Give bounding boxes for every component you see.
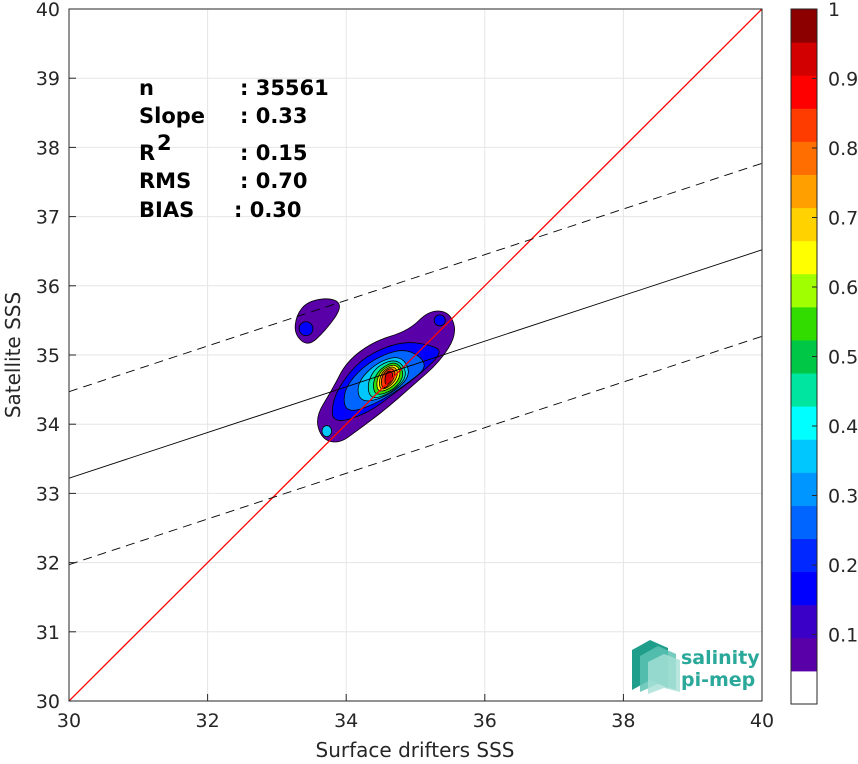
colorbar-segment (791, 9, 817, 43)
y-tick-label: 31 (36, 622, 60, 644)
y-tick-label: 38 (36, 137, 60, 159)
y-tick-label: 35 (36, 345, 60, 367)
stat-value: : 0.15 (240, 141, 308, 165)
stat-label: n (139, 76, 154, 100)
colorbar-tick-label: 0.7 (828, 208, 858, 230)
colorbar-segment (791, 306, 817, 341)
colorbar-segment (791, 207, 817, 242)
y-tick-label: 33 (36, 483, 60, 505)
colorbar-tick-label: 0.9 (828, 69, 858, 91)
stats-box: n : 35561 Slope : 0.33 R 2 : 0.15 RMS : 0.70 BIAS… (139, 76, 329, 222)
fit-upper-line (69, 162, 762, 393)
x-axis: 30 32 34 36 38 40 (57, 694, 774, 732)
colorbar-segment (791, 505, 817, 540)
colorbar-tick-label: 0.6 (828, 277, 858, 299)
colorbar-segment (791, 42, 817, 76)
logo-line-2: pi-mep (681, 669, 755, 691)
colorbar-tick-label: 1 (828, 0, 840, 21)
colorbar-segment (791, 637, 817, 672)
colorbar-segment (791, 670, 817, 705)
colorbar-tick-label: 0.5 (828, 347, 858, 369)
grid (68, 8, 763, 702)
stat-label: BIAS (139, 198, 194, 222)
stat-value: : 0.33 (240, 104, 308, 128)
colorbar-tick-label: 0.8 (828, 138, 858, 160)
colorbar-tick-label: 0.1 (828, 625, 858, 647)
colorbar: 0.1 0.2 0.3 0.4 0.5 0.6 0.7 0.8 0.9 1 (790, 0, 858, 705)
identity-line (69, 9, 762, 701)
fit-line (69, 249, 762, 479)
colorbar-segment (791, 571, 817, 606)
stat-label: R (139, 141, 155, 165)
colorbar-segment (791, 108, 817, 142)
colorbar-segment (791, 406, 817, 440)
y-axis-label: Satellite SSS (1, 292, 25, 418)
density-blob (321, 425, 333, 438)
colorbar-tick-label: 0.3 (828, 486, 858, 508)
x-tick-label: 30 (57, 710, 81, 732)
y-tick-label: 30 (36, 691, 60, 713)
salinity-pi-mep-logo: salinity pi-mep (632, 640, 760, 694)
stat-value: : 0.70 (240, 169, 308, 193)
logo-line-1: salinity (681, 647, 760, 669)
colorbar-tick-label: 0.2 (828, 555, 858, 577)
y-tick-label: 32 (36, 553, 60, 575)
x-tick-label: 38 (611, 710, 635, 732)
x-tick-label: 40 (750, 710, 774, 732)
colorbar-segment (791, 604, 817, 639)
stat-value: : 35561 (240, 76, 329, 100)
y-tick-label: 36 (36, 276, 60, 298)
colorbar-segment (791, 439, 817, 473)
stat-value: : 0.30 (234, 198, 302, 222)
colorbar-segment (791, 373, 817, 407)
x-tick-label: 32 (196, 710, 220, 732)
y-tick-label: 37 (36, 207, 60, 229)
density-blob (298, 321, 314, 337)
stat-label: Slope (139, 104, 205, 128)
y-tick-label: 39 (36, 68, 60, 90)
colorbar-segment (791, 472, 817, 506)
colorbar-segment (791, 174, 817, 209)
fit-lower-line (69, 335, 762, 566)
density-contours (294, 298, 455, 443)
wave-icon (632, 640, 680, 694)
x-axis-label: Surface drifters SSS (316, 738, 515, 762)
x-tick-label: 36 (473, 710, 497, 732)
y-tick-label: 34 (36, 414, 60, 436)
colorbar-segment (791, 538, 817, 573)
y-axis: 30 31 32 33 34 35 36 37 38 39 40 (36, 0, 76, 713)
y-tick-label: 40 (36, 0, 60, 21)
stat-label: RMS (139, 169, 191, 193)
x-tick-label: 34 (334, 710, 358, 732)
stat-superscript: 2 (157, 131, 172, 155)
colorbar-segment (791, 273, 817, 308)
regression-lines (69, 9, 762, 701)
colorbar-segment (791, 240, 817, 275)
density-blob (433, 314, 446, 327)
colorbar-tick-label: 0.4 (828, 416, 858, 438)
colorbar-segment (791, 141, 817, 175)
colorbar-segment (791, 75, 817, 109)
